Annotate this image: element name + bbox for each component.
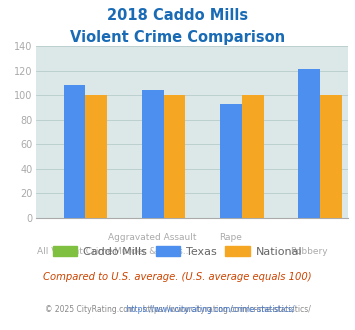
Text: Aggravated Assault: Aggravated Assault [108,233,197,242]
Text: All Violent Crime: All Violent Crime [37,247,113,256]
Bar [142,90,164,218]
Bar [220,104,242,218]
Text: Murder & Mans...: Murder & Mans... [114,247,191,256]
Bar [298,70,320,218]
Text: Compared to U.S. average. (U.S. average equals 100): Compared to U.S. average. (U.S. average … [43,272,312,282]
Text: Rape: Rape [219,233,242,242]
Bar [86,95,107,218]
Text: Violent Crime Comparison: Violent Crime Comparison [70,30,285,45]
Bar [164,95,185,218]
Legend: Caddo Mills, Texas, National: Caddo Mills, Texas, National [49,242,306,261]
Text: © 2025 CityRating.com - https://www.cityrating.com/crime-statistics/: © 2025 CityRating.com - https://www.city… [45,305,310,314]
Bar [320,95,342,218]
Bar [242,95,263,218]
Bar [64,85,86,218]
Text: Robbery: Robbery [290,247,328,256]
Text: https://www.cityrating.com/crime-statistics/: https://www.cityrating.com/crime-statist… [60,305,295,314]
Text: 2018 Caddo Mills: 2018 Caddo Mills [107,8,248,23]
